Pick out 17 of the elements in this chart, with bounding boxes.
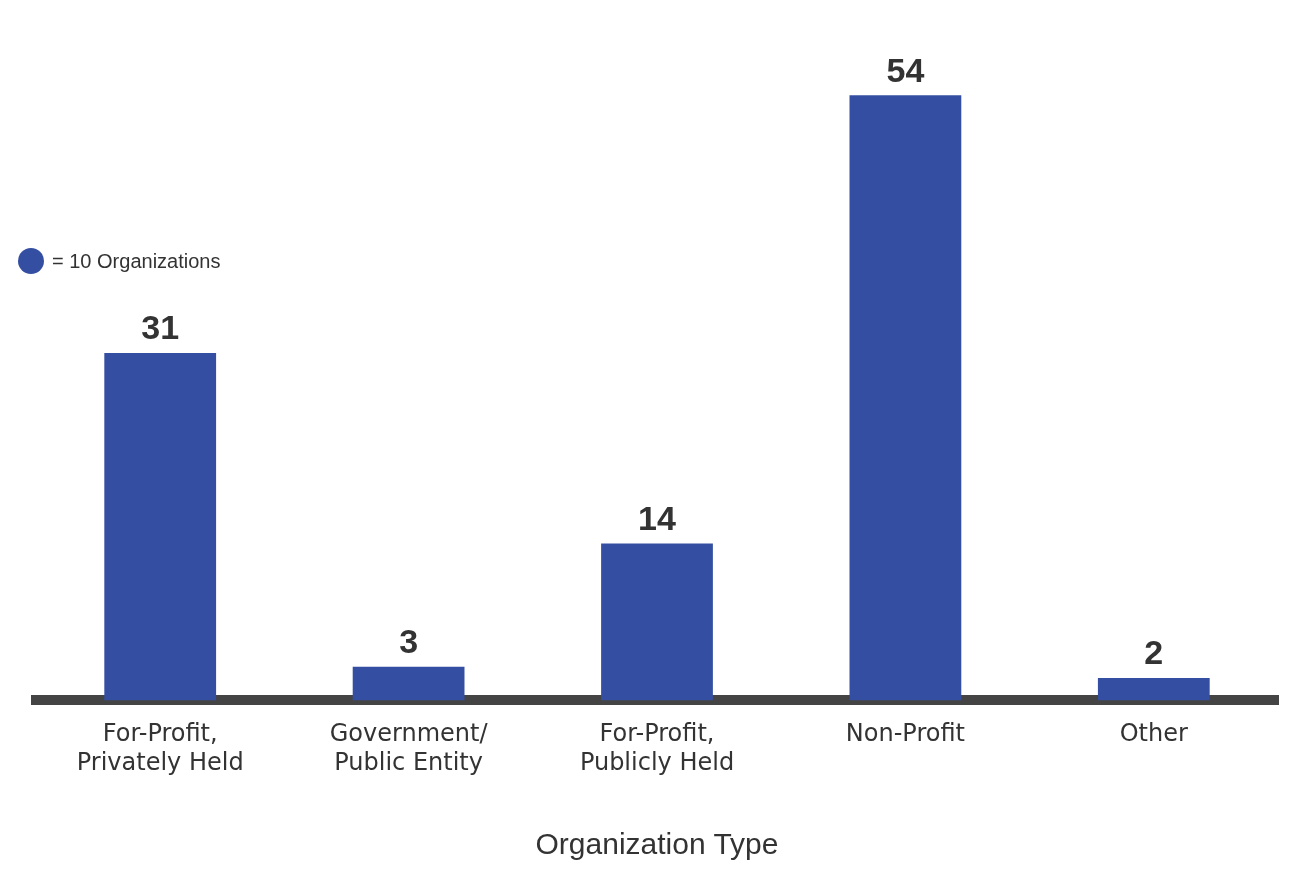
bar: [104, 352, 217, 701]
x-tick-label: Other: [1119, 719, 1188, 748]
bar: [849, 95, 962, 701]
x-axis-title: Organization Type: [535, 827, 779, 861]
x-tick-label: For-Profit, Publicly Held: [579, 719, 735, 776]
bar: [601, 543, 713, 701]
x-tick-label: Non-Profit: [845, 719, 965, 748]
data-label: 3: [399, 622, 419, 661]
bar: [1097, 677, 1210, 701]
data-label: 14: [638, 498, 676, 537]
annotation: = 10 Organizations: [52, 249, 221, 273]
x-tick-label: Government/ Public Entity: [329, 719, 489, 776]
data-label: 31: [141, 308, 180, 347]
data-label: 2: [1144, 633, 1164, 672]
data-label: 54: [886, 50, 925, 89]
x-tick-label: For-Profit, Privately Held: [76, 719, 244, 776]
bar: [352, 666, 465, 701]
